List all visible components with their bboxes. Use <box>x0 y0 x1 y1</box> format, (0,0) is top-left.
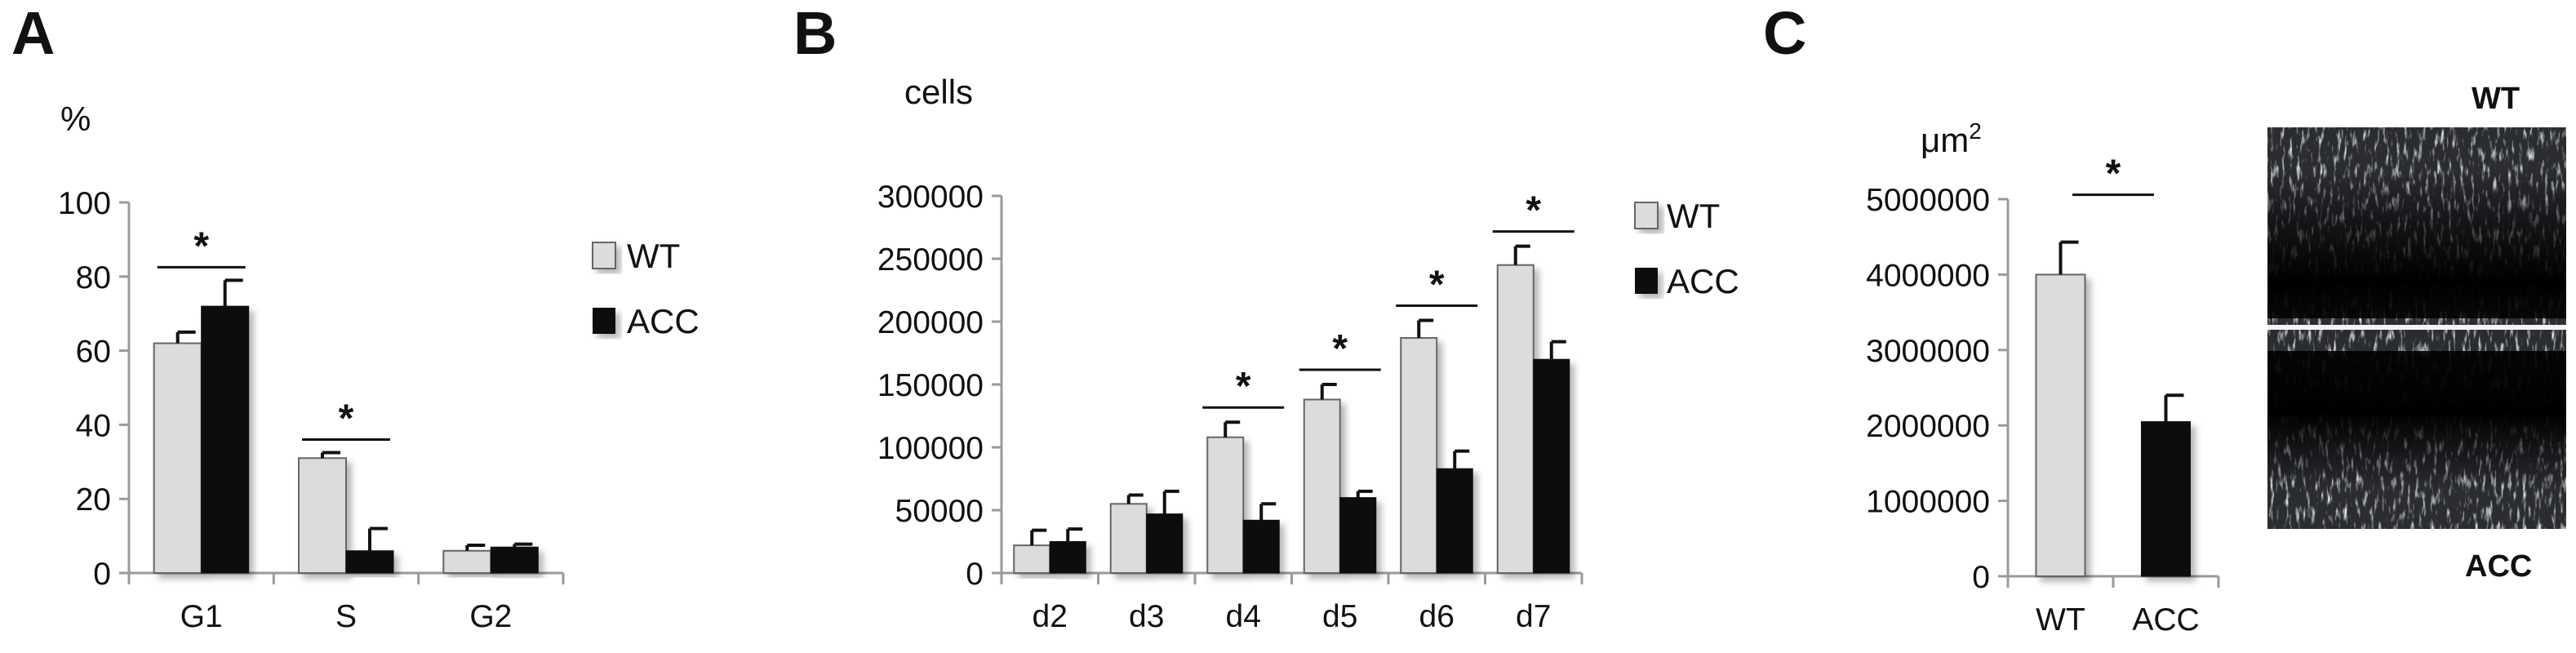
a-bar-acc <box>345 550 394 574</box>
a-bar-wt <box>442 549 492 575</box>
a-x-tick-label: G1 <box>180 599 223 634</box>
c-x-tick-label: ACC <box>2132 602 2199 637</box>
b-significance-star: * <box>1332 327 1348 371</box>
a-x-tick-label: S <box>335 599 357 634</box>
wound-healing-image: WT ACC <box>2267 82 2566 584</box>
a-y-tick-label: 40 <box>76 408 111 443</box>
legend-b-label-wt: WT <box>1667 197 1720 235</box>
panel-label-b: B <box>793 0 837 67</box>
a-y-tick-label: 0 <box>93 557 111 592</box>
b-x-tick-label: d7 <box>1516 599 1551 634</box>
c-y-tick-label: 1000000 <box>1866 485 1990 520</box>
c-x-tick-label: WT <box>2036 602 2085 637</box>
b-bar-wt <box>1400 337 1438 574</box>
c-y-tick-label: 2000000 <box>1866 409 1990 444</box>
b-x-tick-label: d6 <box>1419 599 1455 634</box>
panel-label-a: A <box>11 0 55 67</box>
c-y-tick-label: 5000000 <box>1866 183 1990 218</box>
y-axis-label-b: cells <box>904 73 973 111</box>
a-bar-wt <box>298 457 347 575</box>
legend-b-label-acc: ACC <box>1667 262 1739 300</box>
y-axis-label-a: % <box>60 100 91 138</box>
a-x-tick-label: G2 <box>469 599 512 634</box>
chart-cell-growth: 0 50000 100000 150000 200000 250000 300000 d2 d3… <box>877 180 1583 634</box>
b-x-tick-label: d2 <box>1033 599 1068 634</box>
image-wound-band-acc <box>2267 351 2566 490</box>
b-bar-acc <box>1533 358 1570 574</box>
y-axis-label-c: μm2 <box>1921 118 1982 159</box>
b-bar-acc <box>1242 519 1280 574</box>
image-divider <box>2267 325 2566 330</box>
y-axis-label-c-base: μm <box>1921 121 1969 159</box>
b-y-tick-label: 150000 <box>877 368 984 403</box>
c-y-tick-label: 4000000 <box>1866 258 1990 293</box>
b-bar-wt <box>1303 398 1341 575</box>
y-axis-label-c-exponent: 2 <box>1969 118 1982 144</box>
a-significance-star: * <box>339 397 354 440</box>
a-y-tick-label: 80 <box>76 260 111 295</box>
c-significance-star: * <box>2106 153 2121 196</box>
legend-b-swatch-wt <box>1634 202 1659 229</box>
image-label-wt: WT <box>2472 82 2520 116</box>
a-y-tick-label: 60 <box>76 335 111 370</box>
b-bar-acc <box>1436 468 1473 574</box>
c-y-tick-label: 0 <box>1972 560 1990 595</box>
b-y-tick-label: 250000 <box>877 242 984 278</box>
legend-b-swatch-acc <box>1635 268 1658 294</box>
c-y-tick-label: 3000000 <box>1866 334 1990 369</box>
c-bar-acc <box>2141 421 2191 577</box>
b-y-tick-label: 200000 <box>877 305 984 340</box>
a-y-tick-label: 100 <box>58 186 111 221</box>
b-y-tick-label: 100000 <box>877 431 984 466</box>
image-label-acc: ACC <box>2465 549 2532 584</box>
c-bar-wt <box>2035 273 2086 577</box>
legend-a-label-wt: WT <box>627 237 680 275</box>
a-bar-acc <box>201 305 250 574</box>
a-y-tick-label: 20 <box>76 482 111 518</box>
legend-a-swatch-wt <box>592 242 616 269</box>
b-x-tick-label: d5 <box>1322 599 1357 634</box>
b-significance-star: * <box>1526 189 1541 233</box>
panel-label-c: C <box>1763 0 1806 67</box>
chart-cell-cycle: 0 20 40 60 80 100 G1 * S * G2 <box>58 186 565 634</box>
b-bar-wt <box>1013 544 1051 574</box>
chart-migration-area: 0 1000000 2000000 3000000 4000000 5000000 WT AC… <box>1866 153 2220 637</box>
image-wound-band-wt <box>2267 171 2566 318</box>
b-significance-star: * <box>1429 263 1445 306</box>
b-bar-wt <box>1109 503 1148 574</box>
a-bar-acc <box>490 546 539 574</box>
b-bar-wt <box>1496 264 1534 574</box>
legend-b: WT ACC <box>1634 197 1739 300</box>
legend-a-swatch-acc <box>593 308 615 334</box>
legend-a-label-acc: ACC <box>627 302 700 340</box>
a-significance-star: * <box>193 224 209 268</box>
b-x-tick-label: d3 <box>1129 599 1164 634</box>
b-bar-wt <box>1206 436 1245 574</box>
legend-a: WT ACC <box>592 237 700 340</box>
b-bar-acc <box>1339 497 1377 574</box>
b-bar-acc <box>1146 513 1184 574</box>
b-x-tick-label: d4 <box>1226 599 1261 634</box>
b-y-tick-label: 300000 <box>877 180 984 215</box>
b-y-tick-label: 50000 <box>895 494 984 529</box>
b-y-tick-label: 0 <box>966 557 984 592</box>
b-significance-star: * <box>1236 365 1251 408</box>
a-bar-wt <box>153 342 202 574</box>
b-bar-acc <box>1049 541 1086 574</box>
